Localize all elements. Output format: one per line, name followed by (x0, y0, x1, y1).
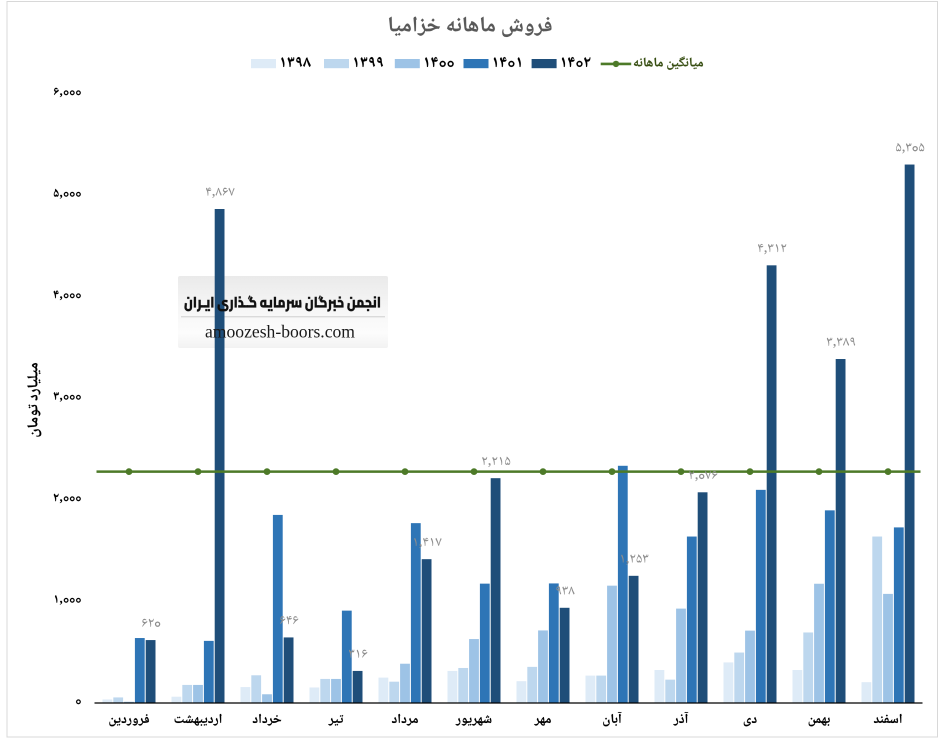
svg-text:amoozesh-boors.com: amoozesh-boors.com (205, 322, 355, 342)
